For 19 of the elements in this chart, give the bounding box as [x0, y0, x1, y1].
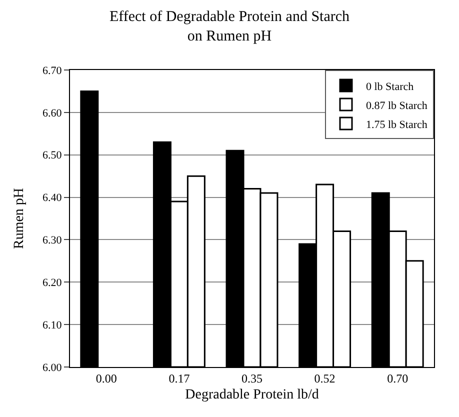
x-tick-label: 0.00: [96, 371, 117, 386]
y-tick-label: 6.00: [42, 362, 62, 374]
y-tick-label: 6.20: [42, 276, 62, 289]
legend-label: 0 lb Starch: [366, 80, 414, 93]
x-tick-label: 0.70: [387, 371, 408, 386]
y-tick-label: 6.60: [42, 107, 62, 120]
legend-label: 0.87 lb Starch: [366, 100, 428, 112]
y-tick-label: 6.40: [42, 192, 62, 204]
y-axis-title: Rumen pH: [12, 188, 28, 250]
y-tick-label: 6.50: [42, 150, 62, 162]
x-tick-label: 0.35: [242, 371, 262, 386]
y-tick-label: 6.10: [42, 319, 62, 332]
y-tick-label: 6.30: [42, 234, 62, 247]
x-axis-title: Degradable Protein lb/d: [185, 388, 319, 403]
x-tick-label: 0.17: [168, 371, 190, 386]
x-tick-label: 0.52: [314, 371, 336, 386]
y-tick-label: 6.70: [42, 64, 62, 77]
legend-label: 1.75 lb Starch: [366, 118, 428, 131]
chart-title: Effect of Degradable Protein and Starch on Rumen pH: [109, 8, 350, 44]
